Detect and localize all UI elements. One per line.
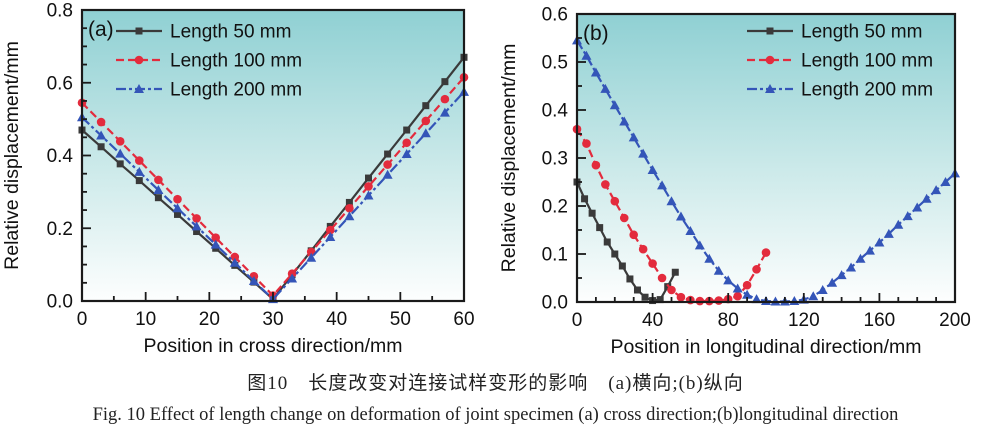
svg-text:Length 200 mm: Length 200 mm xyxy=(170,80,302,101)
legend: Length 50 mm Length 100 mm Length 200 mm xyxy=(116,22,302,101)
svg-text:0.4: 0.4 xyxy=(47,146,74,167)
svg-text:0.0: 0.0 xyxy=(542,293,568,314)
legend: Length 50 mm Length 100 mm Length 200 mm xyxy=(747,22,933,101)
y-axis-label: Relative displacement/mm xyxy=(498,44,520,273)
svg-text:10: 10 xyxy=(135,309,156,330)
svg-text:0.1: 0.1 xyxy=(542,245,568,266)
svg-text:0.3: 0.3 xyxy=(542,149,568,170)
svg-text:Length 50 mm: Length 50 mm xyxy=(801,22,922,43)
chart-a-cross-direction: 0 10 20 30 40 50 60 0.0 0.2 0.4 0.6 0.8 Position in … xyxy=(0,0,497,364)
series-length-200-mm xyxy=(77,86,469,304)
charts-row: 0 10 20 30 40 50 60 0.0 0.2 0.4 0.6 0.8 Position in … xyxy=(0,0,991,364)
svg-text:0.0: 0.0 xyxy=(47,292,73,313)
x-axis-label: Position in longitudinal direction/mm xyxy=(610,336,921,358)
svg-text:Length 200 mm: Length 200 mm xyxy=(801,80,933,101)
tick-labels: 0 40 80 120 160 200 0.0 0.1 0.2 0.3 0.4 0.5 0.6 xyxy=(542,5,971,332)
chart-b-longitudinal-direction: 0 40 80 120 160 200 0.0 0.1 0.2 0.3 0.4 0.5 0.6 Posit… xyxy=(497,0,991,364)
y-axis-label: Relative displacement/mm xyxy=(1,41,23,270)
svg-text:0.6: 0.6 xyxy=(542,5,568,26)
axis-ticks xyxy=(81,9,465,302)
svg-text:0.6: 0.6 xyxy=(47,73,73,94)
panel-label: (a) xyxy=(88,18,114,41)
svg-text:80: 80 xyxy=(718,310,739,331)
caption-english: Fig. 10 Effect of length change on defor… xyxy=(92,405,899,425)
caption-chinese: 图10 长度改变对连接试样变形的影响 (a)横向;(b)纵向 xyxy=(247,373,744,394)
svg-text:Length 100 mm: Length 100 mm xyxy=(801,51,933,72)
chart-b-svg: 0 40 80 120 160 200 0.0 0.1 0.2 0.3 0.4 0.5 0.6 Posit… xyxy=(498,5,971,359)
svg-text:0.2: 0.2 xyxy=(542,197,568,218)
chart-a-svg: 0 10 20 30 40 50 60 0.0 0.2 0.4 0.6 0.8 Position in … xyxy=(1,1,475,358)
svg-text:160: 160 xyxy=(864,310,896,331)
svg-text:20: 20 xyxy=(199,309,220,330)
tick-labels: 0 10 20 30 40 50 60 0.0 0.2 0.4 0.6 0.8 xyxy=(47,1,475,331)
plot-area-background xyxy=(82,10,464,301)
svg-text:Length 100 mm: Length 100 mm xyxy=(170,51,302,72)
svg-text:120: 120 xyxy=(788,310,820,331)
svg-text:200: 200 xyxy=(939,310,971,331)
svg-text:0.5: 0.5 xyxy=(542,53,568,74)
axis-ticks xyxy=(576,13,956,303)
svg-text:0.2: 0.2 xyxy=(47,219,73,240)
panel-label: (b) xyxy=(583,22,609,45)
svg-text:60: 60 xyxy=(453,309,474,330)
svg-text:40: 40 xyxy=(326,309,347,330)
svg-text:40: 40 xyxy=(642,310,663,331)
svg-text:0: 0 xyxy=(572,310,583,331)
svg-text:30: 30 xyxy=(262,309,283,330)
svg-text:50: 50 xyxy=(390,309,411,330)
svg-text:0.8: 0.8 xyxy=(47,1,73,22)
svg-text:0: 0 xyxy=(77,309,88,330)
svg-text:Length 50 mm: Length 50 mm xyxy=(170,22,291,43)
x-axis-label: Position in cross direction/mm xyxy=(143,335,402,357)
svg-text:0.4: 0.4 xyxy=(542,101,569,122)
